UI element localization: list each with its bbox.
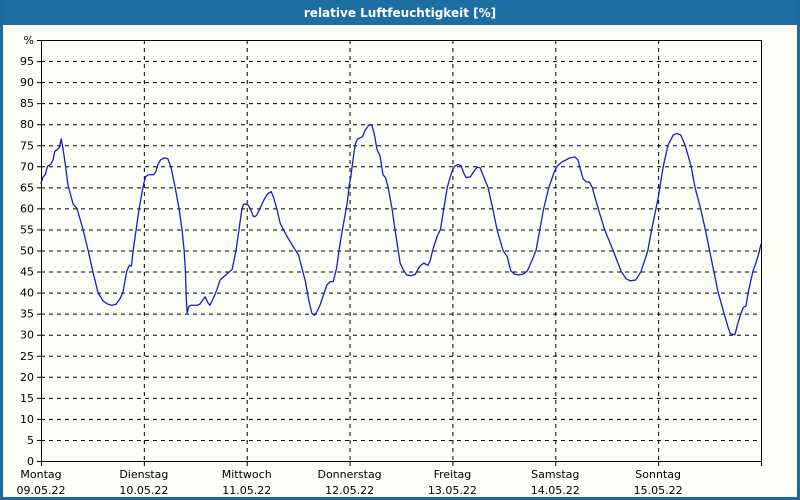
window-titlebar: relative Luftfeuchtigkeit [%]: [3, 0, 797, 25]
day-name-label: Donnerstag: [317, 468, 381, 481]
y-tick-label: 55: [20, 223, 34, 236]
y-tick-label: 90: [20, 76, 34, 89]
day-date-label: 09.05.22: [17, 484, 66, 497]
y-tick-label: 95: [20, 55, 34, 68]
day-name-label: Montag: [20, 468, 61, 481]
x-gridlines: [143, 40, 660, 461]
day-name-label: Dienstag: [119, 468, 168, 481]
day-name-label: Sonntag: [635, 468, 681, 481]
humidity-series-line: [40, 124, 762, 336]
y-tick-label: 50: [20, 245, 34, 258]
day-date-label: 15.05.22: [634, 484, 683, 497]
x-day-labels: Montag 09.05.22 Dienstag 10.05.22 Mittwoch 11…: [17, 461, 762, 497]
y-tick-label: 5: [27, 434, 34, 447]
y-tick-label: 30: [20, 329, 34, 342]
y-tick-label: 45: [20, 266, 34, 279]
y-tick-label: 60: [20, 202, 34, 215]
day-name-label: Samstag: [531, 468, 579, 481]
day-name-label: Mittwoch: [222, 468, 272, 481]
y-tick-label: %: [24, 34, 34, 47]
day-date-label: 13.05.22: [428, 484, 477, 497]
plot-frame: [41, 40, 762, 462]
y-tick-label: 25: [20, 350, 34, 363]
day-date-label: 10.05.22: [119, 484, 168, 497]
day-date-label: 14.05.22: [531, 484, 580, 497]
y-tick-label: 75: [20, 139, 34, 152]
window-title: relative Luftfeuchtigkeit [%]: [303, 5, 497, 20]
y-tick-label: 20: [20, 371, 34, 384]
y-tick-label: 35: [20, 308, 34, 321]
y-tick-label: 70: [20, 160, 34, 173]
day-date-label: 12.05.22: [325, 484, 374, 497]
y-tick-label: 85: [20, 97, 34, 110]
y-tick-label: 10: [20, 413, 34, 426]
y-tick-labels: 0 5 10 15 20 25 30 35 40 45 50 55 60 65 70 75 80 85 90 95%: [20, 34, 41, 468]
y-tick-label: 65: [20, 181, 34, 194]
y-tick-label: 80: [20, 118, 34, 131]
y-tick-label: 15: [20, 392, 34, 405]
humidity-chart: 0 5 10 15 20 25 30 35 40 45 50 55 60 65 70 75 80 85 90 95% M…: [17, 34, 762, 497]
day-date-label: 11.05.22: [222, 484, 271, 497]
y-gridlines: [41, 61, 761, 441]
y-tick-label: 40: [20, 287, 34, 300]
y-tick-label: 0: [27, 455, 34, 468]
day-name-label: Freitag: [434, 468, 472, 481]
